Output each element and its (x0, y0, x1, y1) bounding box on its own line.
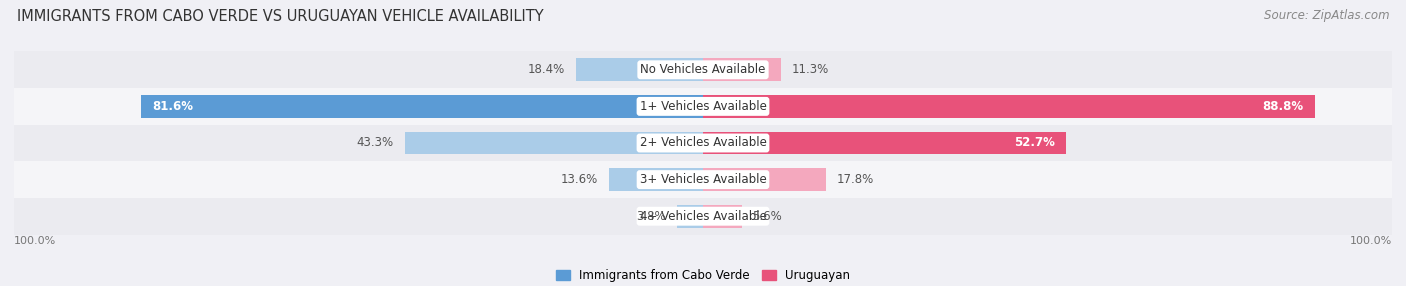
Bar (14, 198, 1392, 235)
Text: 17.8%: 17.8% (837, 173, 875, 186)
Bar (14, 161, 1392, 198)
Bar (676, 205, 703, 228)
Bar (405, 132, 703, 154)
Bar (141, 95, 703, 118)
Text: Source: ZipAtlas.com: Source: ZipAtlas.com (1264, 9, 1389, 21)
Text: 4+ Vehicles Available: 4+ Vehicles Available (640, 210, 766, 223)
Text: 5.6%: 5.6% (752, 210, 782, 223)
Bar (14, 88, 1392, 125)
Text: 2+ Vehicles Available: 2+ Vehicles Available (640, 136, 766, 150)
Text: No Vehicles Available: No Vehicles Available (640, 63, 766, 76)
Text: 3.8%: 3.8% (636, 210, 666, 223)
Bar (703, 95, 1315, 118)
Text: 52.7%: 52.7% (1014, 136, 1054, 150)
Bar (14, 125, 1392, 161)
Text: 100.0%: 100.0% (14, 236, 56, 246)
Text: 11.3%: 11.3% (792, 63, 830, 76)
Text: 88.8%: 88.8% (1263, 100, 1303, 113)
Legend: Immigrants from Cabo Verde, Uruguayan: Immigrants from Cabo Verde, Uruguayan (551, 265, 855, 286)
Bar (703, 205, 741, 228)
Bar (14, 51, 1392, 88)
Text: 1+ Vehicles Available: 1+ Vehicles Available (640, 100, 766, 113)
Text: IMMIGRANTS FROM CABO VERDE VS URUGUAYAN VEHICLE AVAILABILITY: IMMIGRANTS FROM CABO VERDE VS URUGUAYAN … (17, 9, 544, 23)
Text: 13.6%: 13.6% (561, 173, 599, 186)
Bar (703, 132, 1066, 154)
Bar (703, 168, 825, 191)
Bar (703, 58, 780, 81)
Text: 3+ Vehicles Available: 3+ Vehicles Available (640, 173, 766, 186)
Text: 81.6%: 81.6% (152, 100, 193, 113)
Bar (576, 58, 703, 81)
Text: 18.4%: 18.4% (529, 63, 565, 76)
Bar (609, 168, 703, 191)
Text: 100.0%: 100.0% (1350, 236, 1392, 246)
Text: 43.3%: 43.3% (357, 136, 394, 150)
